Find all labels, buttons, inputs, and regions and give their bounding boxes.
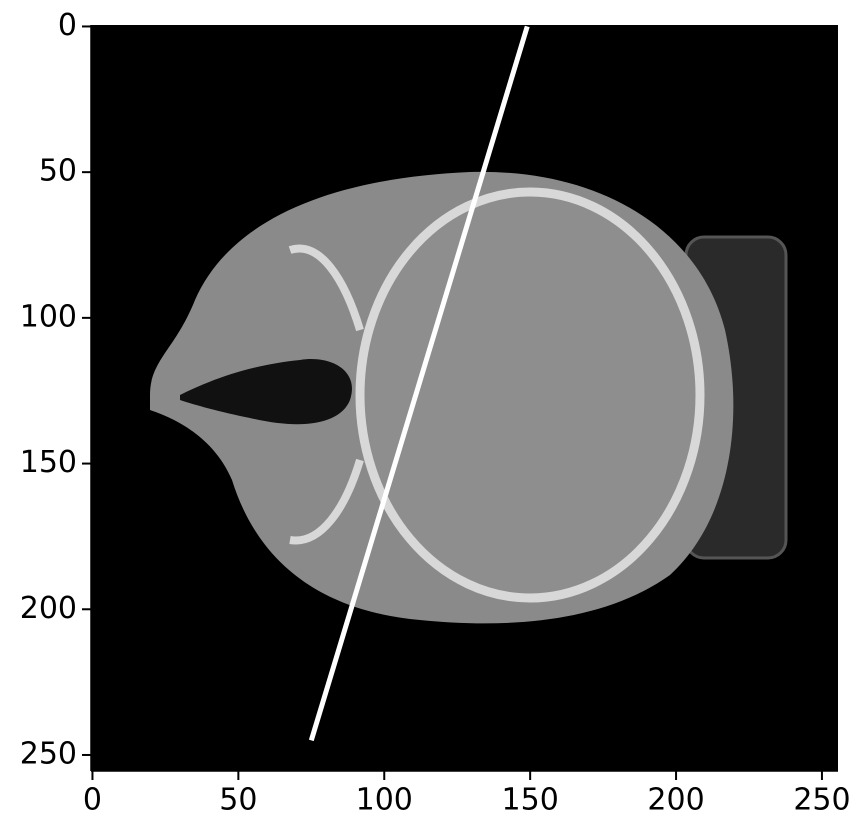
y-tick-label: 0 [58,8,77,43]
overlay-line [308,25,530,742]
ct-slice [150,171,788,624]
x-tick-label: 200 [647,783,704,818]
x-tick-label: 100 [356,783,413,818]
x-tick-label: 50 [219,783,257,818]
y-tick-label: 250 [20,736,77,771]
bone-edge [288,244,364,545]
y-tick-label: 50 [39,154,77,189]
y-tick-label: 150 [20,445,77,480]
sinus [180,359,352,425]
y-tick-label: 100 [20,299,77,334]
y-tick-label: 200 [20,591,77,626]
x-tick-label: 0 [83,783,102,818]
skull [355,187,705,603]
x-tick-label: 150 [502,783,559,818]
x-tick-label: 250 [793,783,850,818]
